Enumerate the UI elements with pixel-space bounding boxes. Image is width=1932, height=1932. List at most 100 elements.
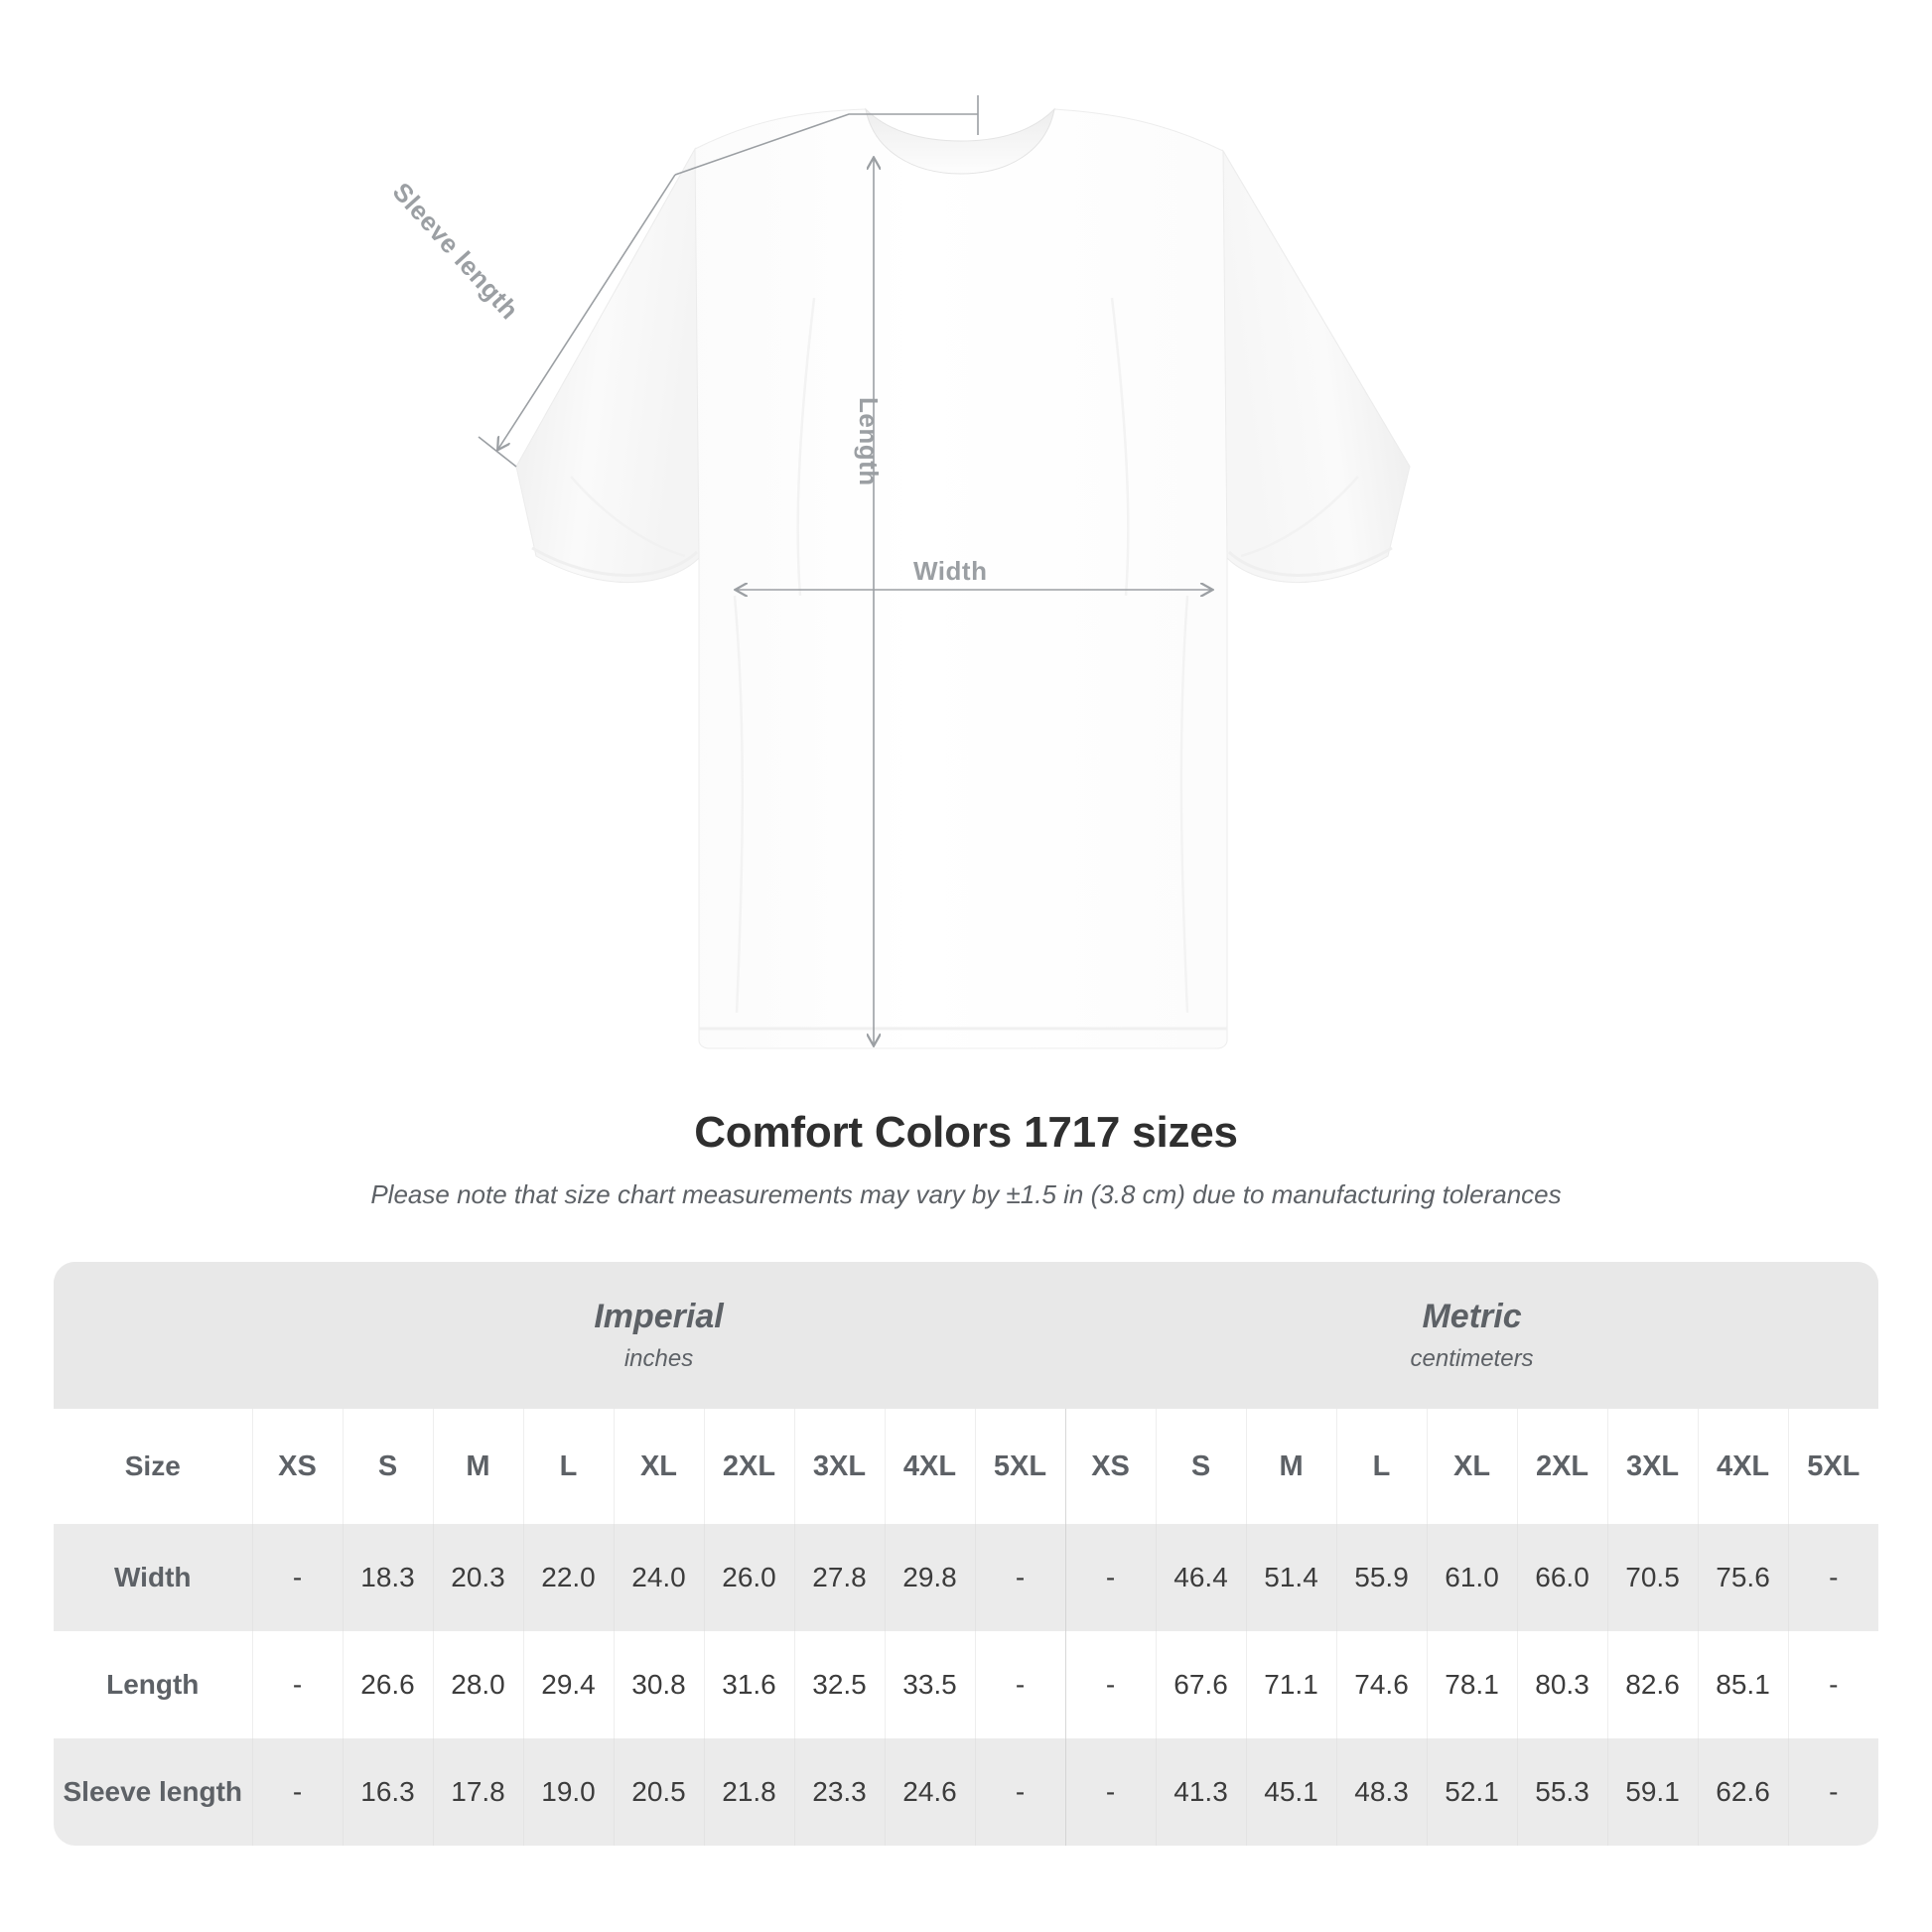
column-header-metric-l: L	[1335, 1409, 1428, 1524]
cell-length-metric-l: 74.6	[1335, 1631, 1428, 1738]
cell-length-metric-2xl: 80.3	[1516, 1631, 1608, 1738]
imperial-unit-header-name: Imperial	[594, 1298, 724, 1336]
cell-width-imperial-s: 18.3	[342, 1524, 433, 1631]
imperial-unit-header: Imperial inches	[252, 1262, 1066, 1409]
cell-width-metric-5xl: -	[1787, 1524, 1878, 1631]
column-header-imperial-xl: XL	[613, 1409, 704, 1524]
size-chart-table: Imperial inches Metric centimeters Size XS S M L…	[54, 1262, 1878, 1846]
length-dimension-label: Length	[854, 397, 884, 486]
cell-width-imperial-xs: -	[251, 1524, 343, 1631]
cell-width-imperial-xl: 24.0	[613, 1524, 704, 1631]
column-header-imperial-5xl: 5XL	[974, 1409, 1066, 1524]
cell-length-metric-xl: 78.1	[1426, 1631, 1518, 1738]
cell-length-imperial-xs: -	[251, 1631, 343, 1738]
metric-unit-header: Metric centimeters	[1065, 1262, 1878, 1409]
cell-sleeve-length-metric-3xl: 59.1	[1606, 1738, 1699, 1846]
column-header-metric-5xl: 5XL	[1787, 1409, 1878, 1524]
cell-sleeve-length-metric-2xl: 55.3	[1516, 1738, 1608, 1846]
cell-sleeve-length-imperial-4xl: 24.6	[884, 1738, 975, 1846]
tolerance-note: Please note that size chart measurements…	[370, 1179, 1562, 1209]
column-header-imperial-4xl: 4XL	[884, 1409, 975, 1524]
cell-sleeve-length-imperial-xs: -	[251, 1738, 343, 1846]
width-dimension-label: Width	[913, 556, 988, 586]
cell-sleeve-length-imperial-5xl: -	[974, 1738, 1066, 1846]
column-header-imperial-xs: XS	[251, 1409, 343, 1524]
cell-sleeve-length-metric-xs: -	[1064, 1738, 1157, 1846]
metric-unit-header-name: Metric	[1422, 1298, 1522, 1336]
size-chart-table-container: Imperial inches Metric centimeters Size XS S M L…	[54, 1262, 1878, 1846]
cell-width-metric-xl: 61.0	[1426, 1524, 1518, 1631]
column-header-imperial-l: L	[522, 1409, 614, 1524]
size-header-row: Size XS S M L XL 2XL 3XL 4XL 5XL XS S M L XL 2XL 3XL 4XL 5…	[54, 1409, 1878, 1524]
cell-sleeve-length-imperial-s: 16.3	[342, 1738, 433, 1846]
cell-width-metric-xs: -	[1064, 1524, 1157, 1631]
unit-band-row: Imperial inches Metric centimeters	[54, 1262, 1878, 1409]
cell-sleeve-length-metric-5xl: -	[1787, 1738, 1878, 1846]
tshirt-illustration	[478, 95, 1411, 1049]
cell-length-imperial-2xl: 31.6	[703, 1631, 794, 1738]
cell-sleeve-length-metric-s: 41.3	[1155, 1738, 1247, 1846]
cell-width-imperial-2xl: 26.0	[703, 1524, 794, 1631]
cell-sleeve-length-metric-4xl: 62.6	[1697, 1738, 1789, 1846]
imperial-unit-header-sub: inches	[623, 1344, 694, 1372]
cell-length-imperial-4xl: 33.5	[884, 1631, 975, 1738]
cell-width-imperial-5xl: -	[974, 1524, 1066, 1631]
cell-sleeve-length-metric-l: 48.3	[1335, 1738, 1428, 1846]
cell-length-imperial-l: 29.4	[522, 1631, 614, 1738]
column-header-metric-3xl: 3XL	[1606, 1409, 1699, 1524]
cell-length-imperial-m: 28.0	[432, 1631, 523, 1738]
column-header-metric-s: S	[1155, 1409, 1247, 1524]
cell-sleeve-length-metric-m: 45.1	[1245, 1738, 1337, 1846]
cell-sleeve-length-imperial-m: 17.8	[432, 1738, 523, 1846]
cell-length-metric-4xl: 85.1	[1697, 1631, 1789, 1738]
cell-length-imperial-s: 26.6	[342, 1631, 433, 1738]
row-header-sleeve-length: Sleeve length	[54, 1738, 252, 1846]
cell-width-metric-s: 46.4	[1155, 1524, 1247, 1631]
cell-width-metric-m: 51.4	[1245, 1524, 1337, 1631]
tshirt-diagram: Sleeve length Length Width	[387, 95, 1411, 1049]
row-header-width: Width	[54, 1524, 252, 1631]
cell-length-imperial-5xl: -	[974, 1631, 1066, 1738]
cell-length-metric-xs: -	[1064, 1631, 1157, 1738]
cell-width-metric-4xl: 75.6	[1697, 1524, 1789, 1631]
column-header-metric-4xl: 4XL	[1697, 1409, 1789, 1524]
cell-length-imperial-3xl: 32.5	[793, 1631, 885, 1738]
column-header-metric-xs: XS	[1064, 1409, 1157, 1524]
cell-width-imperial-4xl: 29.8	[884, 1524, 975, 1631]
table-row: Length -26.6 28.0 29.4 30.8 31.6 32.5 33.5- -67.…	[54, 1631, 1878, 1738]
cell-sleeve-length-imperial-xl: 20.5	[613, 1738, 704, 1846]
unit-band-spacer	[54, 1262, 252, 1409]
column-header-metric-2xl: 2XL	[1516, 1409, 1608, 1524]
column-header-imperial-s: S	[342, 1409, 433, 1524]
row-header-length: Length	[54, 1631, 252, 1738]
cell-length-metric-s: 67.6	[1155, 1631, 1247, 1738]
cell-width-metric-3xl: 70.5	[1606, 1524, 1699, 1631]
cell-length-metric-m: 71.1	[1245, 1631, 1337, 1738]
cell-sleeve-length-imperial-l: 19.0	[522, 1738, 614, 1846]
cell-width-imperial-l: 22.0	[522, 1524, 614, 1631]
cell-sleeve-length-metric-xl: 52.1	[1426, 1738, 1518, 1846]
column-header-metric-m: M	[1245, 1409, 1337, 1524]
sleeve-length-dimension	[478, 95, 979, 468]
cell-length-metric-5xl: -	[1787, 1631, 1878, 1738]
column-header-imperial-3xl: 3XL	[793, 1409, 885, 1524]
table-row: Width -18.3 20.3 22.0 24.0 26.0 27.8 29.8- -46.4…	[54, 1524, 1878, 1631]
metric-unit-header-sub: centimeters	[1410, 1344, 1534, 1372]
cell-width-imperial-m: 20.3	[432, 1524, 523, 1631]
cell-width-metric-2xl: 66.0	[1516, 1524, 1608, 1631]
cell-width-metric-l: 55.9	[1335, 1524, 1428, 1631]
column-header-imperial-2xl: 2XL	[703, 1409, 794, 1524]
table-row: Sleeve length -16.3 17.8 19.0 20.5 21.8 23.3 24…	[54, 1738, 1878, 1846]
cell-sleeve-length-imperial-3xl: 23.3	[793, 1738, 885, 1846]
cell-length-metric-3xl: 82.6	[1606, 1631, 1699, 1738]
cell-sleeve-length-imperial-2xl: 21.8	[703, 1738, 794, 1846]
cell-width-imperial-3xl: 27.8	[793, 1524, 885, 1631]
column-header-size: Size	[54, 1409, 252, 1524]
title-block: Comfort Colors 1717 sizes Please note th…	[0, 1108, 1932, 1210]
cell-length-imperial-xl: 30.8	[613, 1631, 704, 1738]
shirt-shape	[515, 107, 1411, 1049]
column-header-imperial-m: M	[432, 1409, 523, 1524]
column-header-metric-xl: XL	[1426, 1409, 1518, 1524]
page-title: Comfort Colors 1717 sizes	[694, 1108, 1238, 1157]
